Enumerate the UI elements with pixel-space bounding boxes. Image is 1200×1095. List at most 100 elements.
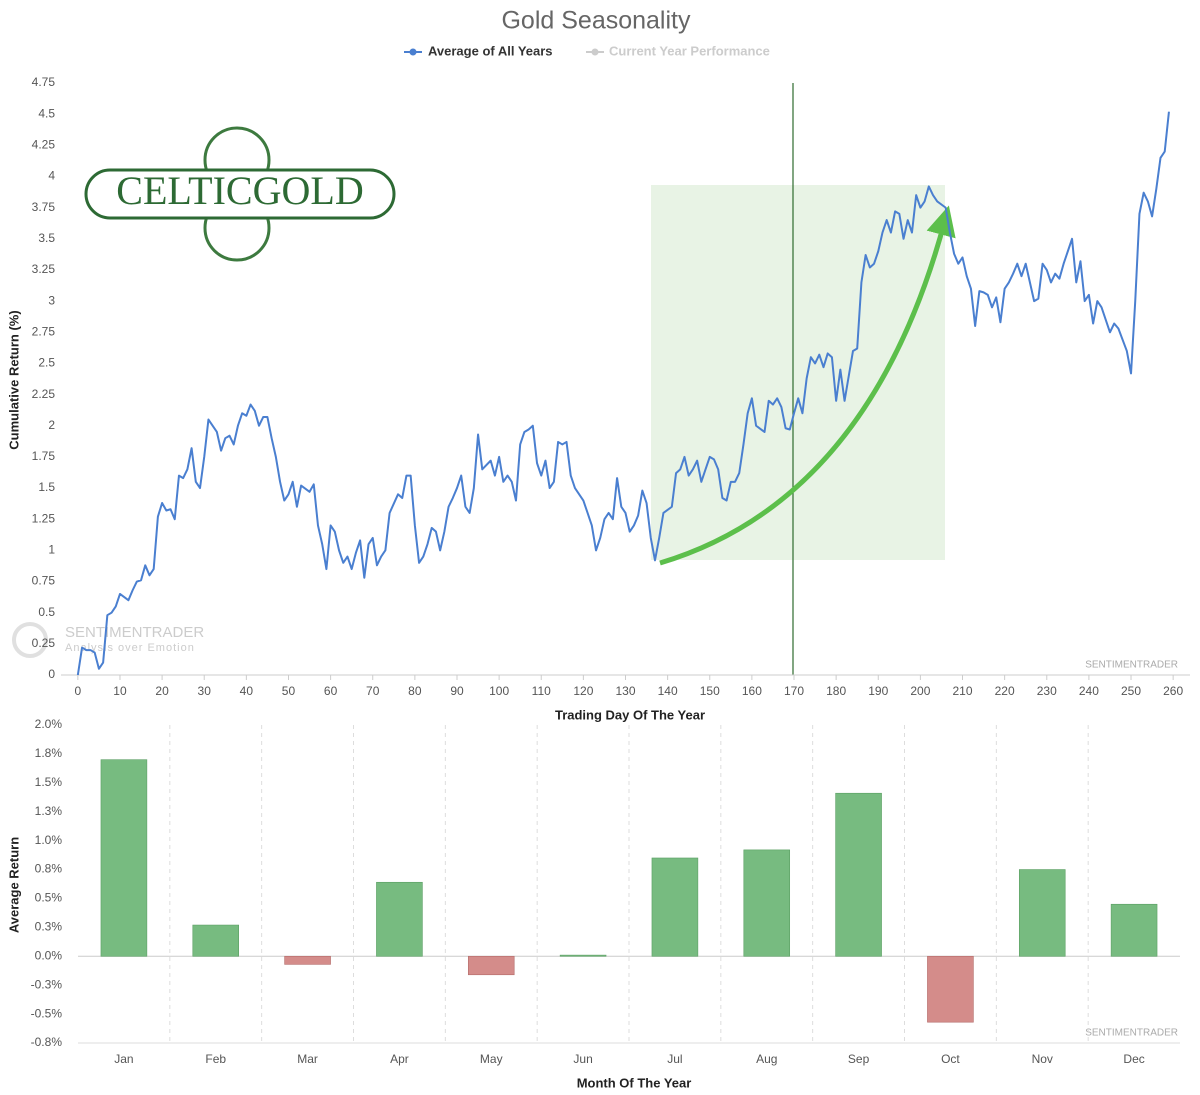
x-tick-label: 120 <box>573 684 593 698</box>
chart-title: Gold Seasonality <box>501 7 691 35</box>
y-tick-label: 0.0% <box>35 948 63 962</box>
x-tick-label: 70 <box>366 684 380 698</box>
x-tick-label: 40 <box>240 684 254 698</box>
x-tick-label: Nov <box>1032 1052 1053 1066</box>
x-tick-label: 10 <box>113 684 127 698</box>
x-tick-label: 0 <box>75 684 82 698</box>
y-tick-label: 0.5% <box>35 891 63 905</box>
bar <box>284 955 331 965</box>
x-tick-label: 80 <box>408 684 422 698</box>
x-tick-label: Oct <box>941 1052 960 1066</box>
y-tick-label: 4.25 <box>32 137 56 151</box>
x-tick-label: 180 <box>826 684 846 698</box>
legend-label[interactable]: Current Year Performance <box>609 43 770 58</box>
x-tick-label: 210 <box>952 684 972 698</box>
y-tick-label: 1 <box>48 543 55 557</box>
y-tick-label: 1.75 <box>32 449 56 463</box>
x-tick-label: May <box>480 1052 503 1066</box>
x-tick-label: Jul <box>667 1052 682 1066</box>
bar <box>1110 903 1158 957</box>
x-tick-label: 50 <box>282 684 296 698</box>
x-tick-label: 90 <box>450 684 464 698</box>
x-tick-label: Jan <box>114 1052 133 1066</box>
x-axis-title: Trading Day Of The Year <box>555 707 705 722</box>
x-tick-label: 60 <box>324 684 338 698</box>
bar <box>651 857 699 957</box>
logo-frame <box>84 168 396 220</box>
x-tick-label: 170 <box>784 684 804 698</box>
y-tick-label: 1.5 <box>38 480 55 494</box>
legend-swatch[interactable] <box>591 48 599 56</box>
y-tick-label: 2.75 <box>32 324 56 338</box>
y-tick-label: 4.75 <box>32 75 56 89</box>
y-tick-label: 2 <box>48 418 55 432</box>
y-axis-title: Cumulative Return (%) <box>6 310 21 449</box>
y-tick-label: 1.25 <box>32 511 56 525</box>
watermark: SENTIMENTRADER <box>65 624 204 641</box>
bar <box>100 759 148 957</box>
bar <box>835 792 882 957</box>
x-tick-label: 160 <box>742 684 762 698</box>
highlight-box <box>651 185 945 560</box>
y-tick-label: 4.5 <box>38 106 55 120</box>
x-tick-label: Mar <box>297 1052 318 1066</box>
bar <box>1018 869 1066 957</box>
y-tick-label: 3.5 <box>38 231 55 245</box>
y-tick-label: -0.3% <box>31 977 63 991</box>
x-tick-label: Apr <box>390 1052 409 1066</box>
y-tick-label: 0.75 <box>32 574 56 588</box>
bar <box>559 954 607 957</box>
y-tick-label: 0.25 <box>32 636 56 650</box>
logo-text: CELTICGOLD <box>116 168 363 213</box>
x-tick-label: 100 <box>489 684 509 698</box>
x-tick-label: 230 <box>1037 684 1057 698</box>
bar <box>376 881 423 957</box>
x-tick-label: Dec <box>1123 1052 1144 1066</box>
watermark: Analysis over Emotion <box>65 642 195 654</box>
y-tick-label: 0.5 <box>38 605 55 619</box>
x-tick-label: 20 <box>155 684 169 698</box>
watermark-icon <box>12 622 48 658</box>
y-tick-label: 3.25 <box>32 262 56 276</box>
y-tick-label: 3.75 <box>32 200 56 214</box>
x-tick-label: 220 <box>995 684 1015 698</box>
x-tick-label: 140 <box>658 684 678 698</box>
bar <box>467 955 515 976</box>
x-tick-label: Jun <box>573 1052 592 1066</box>
logo: CELTICGOLD <box>84 126 396 262</box>
bar <box>927 955 974 1023</box>
y-tick-label: -0.5% <box>31 1006 63 1020</box>
x-tick-label: Feb <box>205 1052 226 1066</box>
watermark: SENTIMENTRADER <box>1085 660 1178 671</box>
x-tick-label: 130 <box>615 684 635 698</box>
y-tick-label: 0.8% <box>35 862 63 876</box>
y-tick-label: 1.8% <box>35 746 63 760</box>
watermark: SENTIMENTRADER <box>1085 1028 1178 1039</box>
x-tick-label: 110 <box>532 684 551 698</box>
y-tick-label: 4 <box>48 169 55 183</box>
y-tick-label: 2.5 <box>38 356 55 370</box>
y-tick-label: 2.25 <box>32 387 56 401</box>
x-tick-label: 190 <box>868 684 888 698</box>
y-tick-label: -0.8% <box>31 1035 63 1049</box>
trend-arrow <box>659 205 956 566</box>
legend-swatch[interactable] <box>409 48 417 56</box>
x-tick-label: 250 <box>1121 684 1141 698</box>
y-tick-label: 0.3% <box>35 920 63 934</box>
bar <box>743 849 791 957</box>
x-tick-label: Aug <box>756 1052 777 1066</box>
bar <box>192 924 240 957</box>
x-tick-label: Sep <box>848 1052 870 1066</box>
y-tick-label: 0 <box>48 667 55 681</box>
x-tick-label: 240 <box>1079 684 1099 698</box>
x-tick-label: 30 <box>198 684 212 698</box>
y-tick-label: 1.0% <box>35 833 63 847</box>
y-tick-label: 1.5% <box>35 775 63 789</box>
y-tick-label: 1.3% <box>35 804 63 818</box>
line-series <box>76 111 1170 676</box>
y-tick-label: 2.0% <box>35 717 63 731</box>
x-tick-label: 200 <box>910 684 930 698</box>
legend-label[interactable]: Average of All Years <box>428 43 553 58</box>
